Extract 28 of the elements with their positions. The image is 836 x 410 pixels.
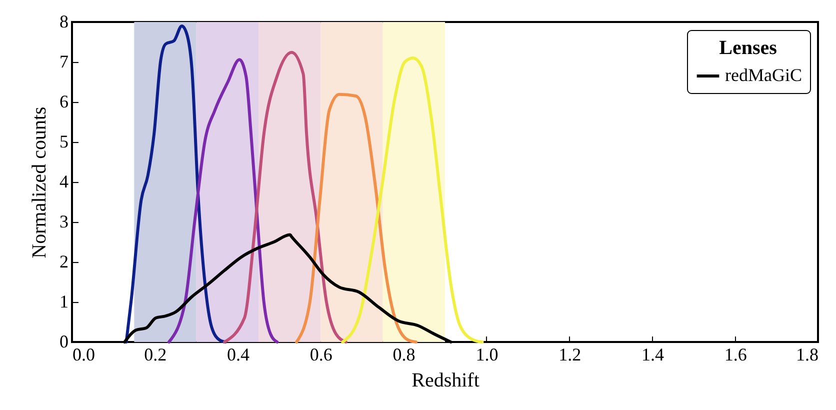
y-tick-label: 0	[60, 332, 68, 352]
x-tick-label: 1.4	[641, 344, 664, 364]
x-tick-label: 0.4	[227, 344, 250, 364]
line-series	[223, 50, 348, 344]
y-tick-label: 1	[60, 292, 68, 312]
x-tick-label: 1.8	[796, 344, 818, 364]
x-tick-label: 1.0	[476, 344, 498, 364]
legend-title: Lenses	[719, 37, 778, 59]
line-series	[167, 58, 279, 344]
x-tick-label: 0.2	[144, 344, 167, 364]
y-tick-label: 4	[60, 172, 68, 192]
line-series	[124, 24, 227, 344]
x-tick-label: 0.6	[310, 344, 332, 364]
y-tick-label: 3	[60, 212, 68, 232]
x-tick-label: 1.6	[724, 344, 747, 364]
y-tick-label: 8	[60, 12, 68, 32]
x-tick-label: 1.2	[558, 344, 582, 364]
x-axis-title: Redshift	[412, 370, 480, 392]
x-tick-label: 0.8	[392, 344, 416, 364]
y-tick-label: 2	[60, 252, 68, 272]
legend-label: redMaGiC	[725, 65, 802, 85]
y-tick-label: 7	[60, 52, 68, 72]
line-series	[295, 92, 418, 344]
y-axis-title: Normalized counts	[28, 106, 50, 258]
x-tick-label: 0.0	[72, 344, 95, 364]
line-series	[341, 56, 484, 344]
y-tick-label: 5	[60, 132, 68, 152]
y-tick-label: 6	[60, 92, 68, 112]
